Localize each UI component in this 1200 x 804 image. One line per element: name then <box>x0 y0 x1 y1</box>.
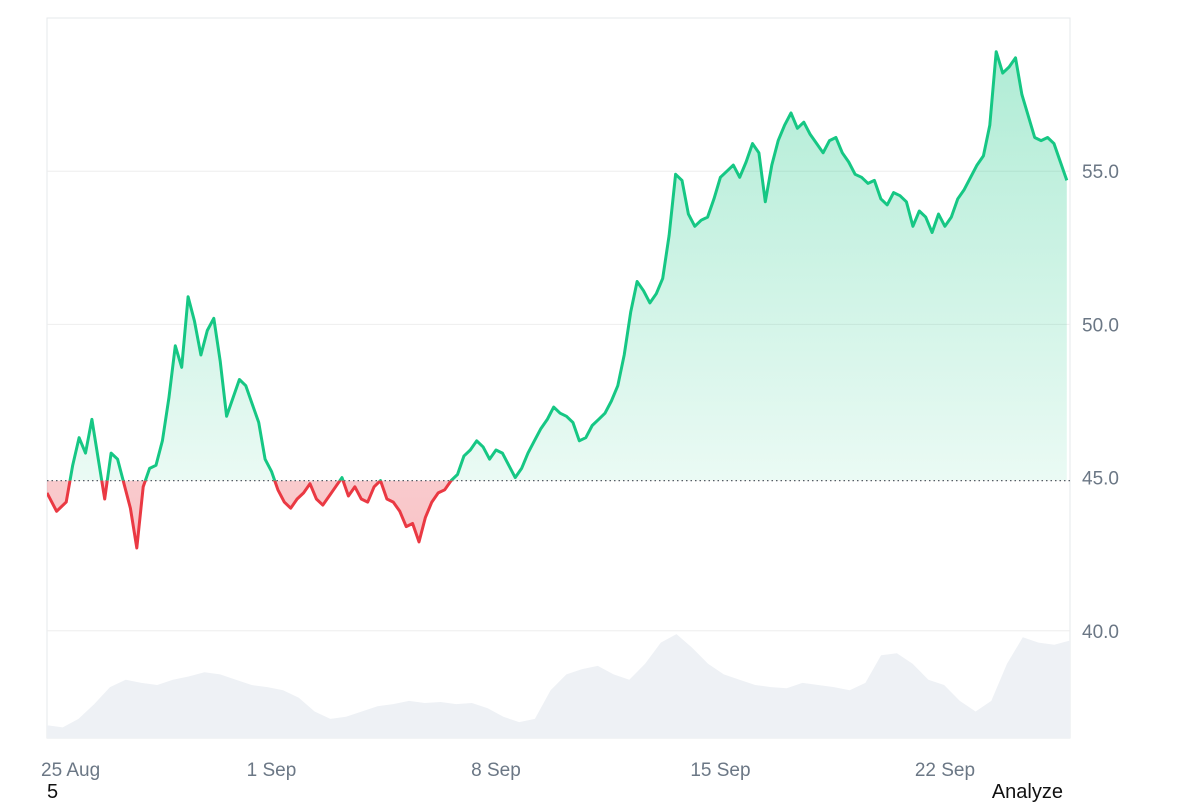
area-below-baseline <box>47 480 452 548</box>
series-line-above <box>68 50 1069 481</box>
volume-shape <box>47 634 1070 738</box>
price-line <box>47 50 1069 550</box>
x-tick-label: 15 Sep <box>690 760 750 781</box>
x-tick-label: 8 Sep <box>471 760 521 781</box>
footer-left-text: 5 <box>47 781 59 803</box>
price-area <box>47 51 1067 548</box>
volume-area <box>47 634 1070 738</box>
y-tick-label: 50.0 <box>1082 315 1119 336</box>
y-tick-label: 55.0 <box>1082 162 1119 183</box>
y-axis-ticks: 40.0 45.0 50.0 55.0 <box>1082 162 1119 643</box>
x-tick-label: 1 Sep <box>247 760 297 781</box>
x-tick-label: 25 Aug <box>41 760 100 781</box>
analyze-link[interactable]: Analyze <box>991 781 1063 803</box>
x-tick-label: 22 Sep <box>915 760 975 781</box>
area-above-baseline <box>47 51 1067 481</box>
x-axis-ticks: 25 Aug 1 Sep 8 Sep 15 Sep 22 Sep <box>41 760 975 781</box>
y-tick-label: 40.0 <box>1082 622 1119 643</box>
y-tick-label: 45.0 <box>1082 469 1119 490</box>
